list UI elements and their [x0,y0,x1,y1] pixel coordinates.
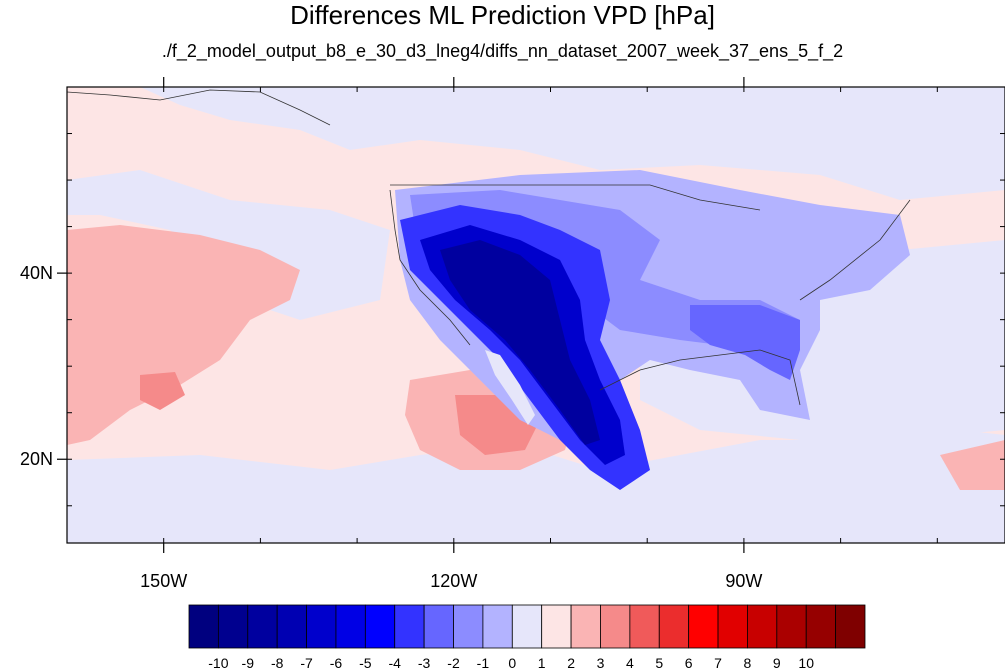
coastline-us-west [389,189,471,346]
field-region-central-pacific-spot [140,372,185,410]
colorbar-label: -10 [208,655,228,671]
colorbar-label: -7 [300,655,313,671]
field-region-southwest-extreme [440,240,600,445]
colorbar-swatch [453,604,484,649]
colorbar-swatch [541,604,572,649]
colorbar-label: -4 [389,655,402,671]
colorbar-swatch [335,604,366,649]
field-region-tropical-band [67,430,1005,543]
colorbar-swatch [511,604,543,649]
colorbar-swatch [835,604,866,649]
x-tick-label: 90W [725,571,762,591]
colorbar-swatch [364,604,396,649]
colorbar-swatch [570,604,601,649]
colorbar-label: 5 [655,655,663,671]
colorbar-swatch [805,604,837,649]
colorbar-label: 0 [508,655,516,671]
colorbar-swatch [629,604,660,649]
coastline-alaska [66,89,331,126]
y-tick-label: 40N [20,263,53,283]
colorbar-swatch [306,604,337,649]
x-tick-label: 150W [140,571,187,591]
coastlines [66,89,911,406]
colorbar-label: 10 [798,655,814,671]
chart-subtitle: ./f_2_model_output_b8_e_30_d3_lneg4/diff… [161,41,844,61]
field-region-north-pacific-band [140,87,1005,200]
colorbar: -10 -9 -8 -7 -6 -5 -4 -3 -2 -1 0 1 2 3 4 5 6 7 8 9 10 [188,604,866,671]
coastline-gulf [599,349,801,406]
chart-title: Differences ML Prediction VPD [hPa] [290,0,715,30]
colorbar-swatch [600,604,631,649]
y-tick-label: 20N [20,449,53,469]
colorbar-swatch [247,604,278,649]
colorbar-label: -3 [418,655,431,671]
colorbar-label: -9 [242,655,255,671]
x-tick-label: 120W [430,571,477,591]
colorbar-label: 9 [773,655,781,671]
colorbar-label: -6 [330,655,343,671]
colorbar-swatch [747,604,778,649]
colorbar-swatch [217,604,249,649]
colorbar-swatch [482,604,513,649]
colorbar-label: -5 [359,655,372,671]
colorbar-label: -1 [477,655,490,671]
colorbar-swatch [717,604,748,649]
colorbar-label: 2 [567,655,575,671]
colorbar-label: -8 [271,655,284,671]
colorbar-swatch [394,604,425,649]
field-region-southeast-us [690,305,800,380]
colorbar-swatch [188,604,219,649]
colorbar-swatch [658,604,690,649]
colorbar-label: -2 [447,655,460,671]
colorbar-swatch [688,604,719,649]
axis-ticks: 150W 120W 90W 40N 20N [20,77,1005,591]
colorbar-label: 1 [538,655,546,671]
colorbar-swatch [423,604,454,649]
field-region-east-caribbean-positive [940,440,1005,490]
colorbar-swatch [276,604,307,649]
field-region-gulf-atlantic [640,240,1005,440]
coastline-us-east [799,199,911,301]
border-us-canada [390,184,761,211]
field-region-gulf-of-california [485,350,535,425]
colorbar-label: 3 [597,655,605,671]
field-region-central-pacific-positive [67,225,300,445]
colorbar-label: 8 [744,655,752,671]
colorbar-swatch [776,604,807,649]
colorbar-label: 7 [714,655,722,671]
plot-frame [66,86,1005,544]
map-field [67,87,1005,543]
colorbar-label: 6 [685,655,693,671]
colorbar-label: 4 [626,655,634,671]
